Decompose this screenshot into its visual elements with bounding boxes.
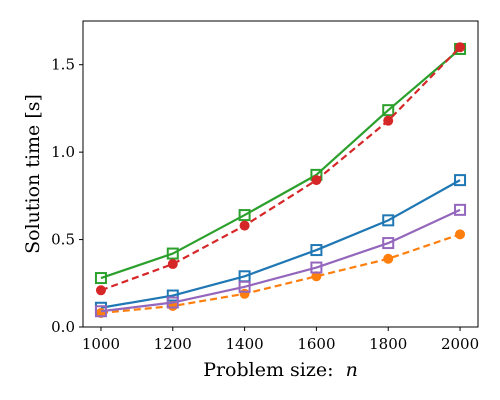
x-tick-label: 1400: [225, 335, 263, 353]
data-point: [455, 229, 466, 240]
data-point: [94, 272, 107, 285]
x-tick-label: 1200: [154, 335, 192, 353]
x-axis-variable: n: [346, 359, 358, 381]
y-tick-label: 1.5: [51, 56, 75, 74]
x-tick-label: 2000: [441, 335, 479, 353]
data-point: [454, 174, 467, 187]
x-axis-title: Problem size: n: [203, 359, 358, 381]
y-tick-label: 0.5: [51, 231, 75, 249]
series-3: [94, 42, 467, 285]
x-tick-label: 1800: [369, 335, 407, 353]
data-point: [310, 261, 323, 274]
data-point: [239, 288, 250, 299]
y-axis-title: Solution time [s]: [22, 94, 44, 254]
data-point: [455, 42, 466, 53]
y-tick-label: 0.0: [51, 318, 75, 336]
data-point: [94, 305, 107, 318]
data-point: [310, 244, 323, 257]
series-5: [94, 203, 467, 318]
data-point: [454, 203, 467, 216]
x-axis-label: Problem size:: [203, 359, 333, 381]
data-point: [239, 220, 250, 231]
series-line: [100, 208, 461, 313]
axes-frame: [82, 20, 479, 328]
data-point: [238, 209, 251, 222]
data-point: [383, 115, 394, 126]
data-point: [311, 175, 322, 186]
axis-ticks: 1000 1200 1400 1600 1800 2000 0.0 0.5 1.0 1.5: [51, 56, 479, 353]
x-tick-label: 1000: [82, 335, 120, 353]
y-tick-label: 1.0: [51, 143, 75, 161]
series-line: [100, 179, 461, 309]
series-line: [100, 48, 461, 280]
data-point: [311, 271, 322, 282]
data-point: [95, 285, 106, 296]
x-tick-label: 1600: [297, 335, 335, 353]
data-point: [238, 280, 251, 293]
data-point: [167, 259, 178, 270]
data-point: [166, 296, 179, 309]
series-line: [100, 46, 461, 292]
series-line: [100, 233, 461, 315]
data-point: [382, 237, 395, 250]
series-4: [95, 42, 466, 296]
data-point: [383, 253, 394, 264]
data-point: [166, 289, 179, 302]
plot-area: [94, 42, 467, 319]
data-point: [382, 104, 395, 117]
data-point: [382, 214, 395, 227]
data-point: [166, 247, 179, 260]
